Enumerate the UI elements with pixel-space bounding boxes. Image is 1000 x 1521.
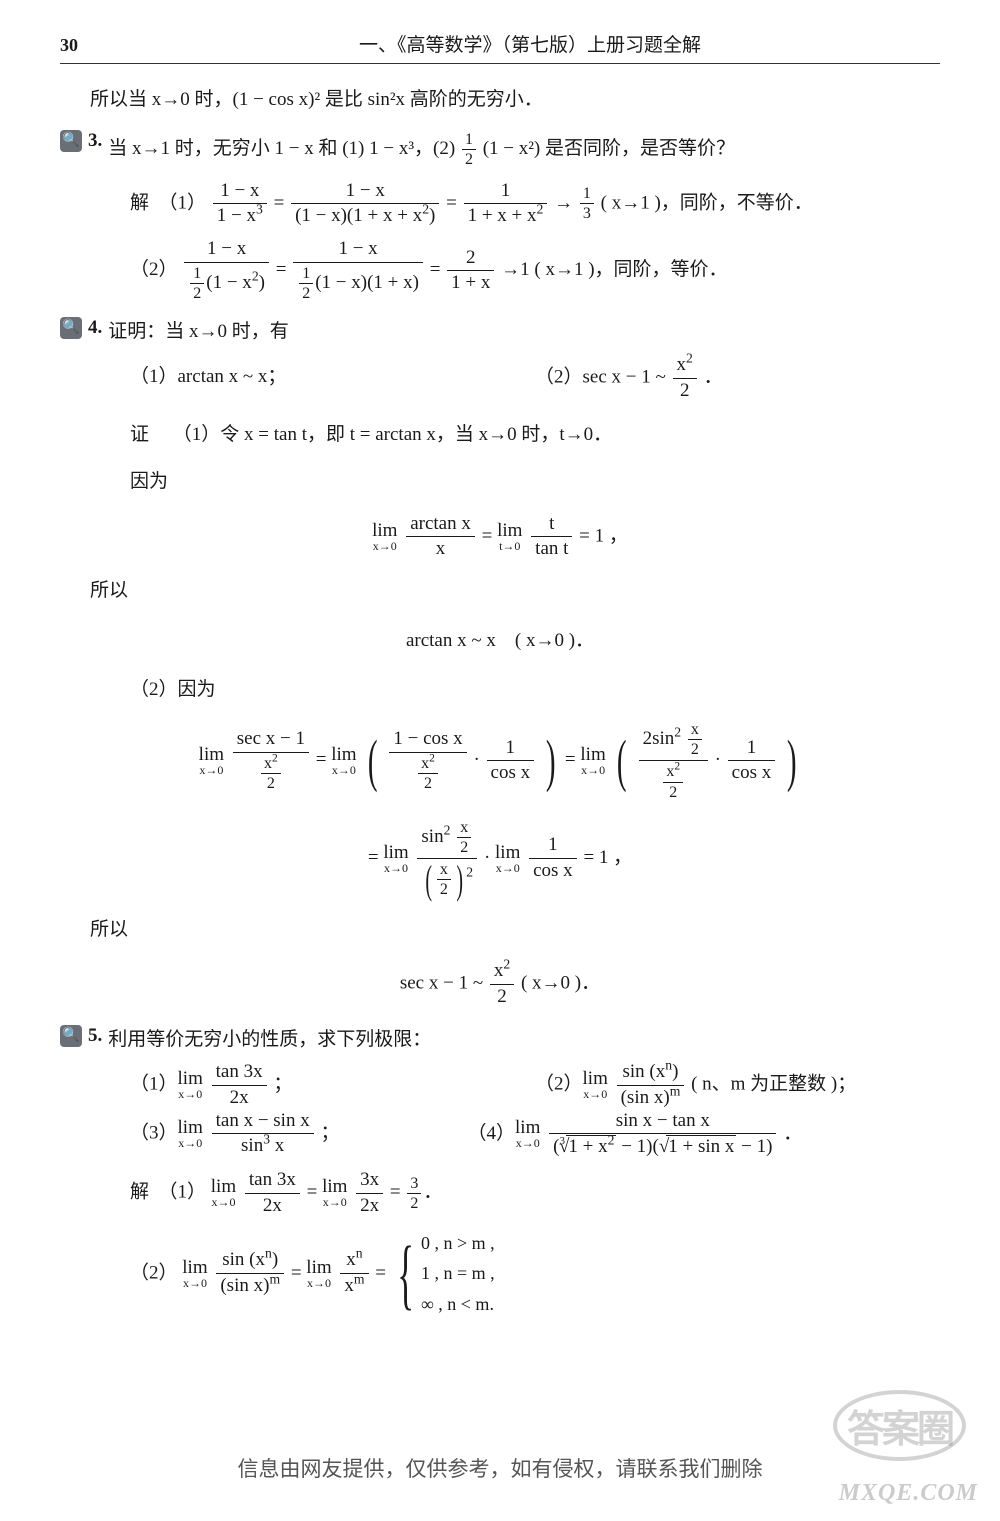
equation-4d: = limx→0 sin2 x2 (x2)2 · limx→0 1cos x =… [60,818,940,900]
watermark-url: MXQE.COM [839,1480,978,1507]
search-icon: 🔍 [60,317,82,339]
intro-text: 所以当 x→0 时，(1 − cos x)² 是比 sin²x 高阶的无穷小． [90,84,940,116]
item-5-3: （3）limx→0 tan x − sin xsin3 x ； [130,1110,468,1160]
problem-3: 🔍 3. 当 x→1 时，无穷小 1 − x 和 (1) 1 − x³，(2) … [60,130,940,169]
problem-text: 证明：当 x→0 时，有 [108,317,289,347]
page-header: 30 一、《高等数学》（第七版）上册习题全解 [60,30,940,64]
proof-text: （1）令 x = tan t，即 t = arctan x，当 x→0 时，t→… [173,424,612,445]
equation-4b: arctan x ~ x ( x→0 )． [60,622,940,660]
part2-text: （2）因为 [130,676,940,705]
search-icon: 🔍 [60,130,82,152]
q-text: 当 x→1 时，无穷小 1 − x 和 (1) 1 − x³，(2) [108,138,460,159]
suffix: ( n、m 为正整数 )； [691,1074,856,1095]
search-icon: 🔍 [60,1025,82,1047]
item-1: （1）arctan x ~ x； [130,354,535,403]
page-number: 30 [60,35,120,56]
sol-label: 解 [130,1182,149,1203]
solution-3-1: 解 （1） 1 − x1 − x3 = 1 − x(1 − x)(1 + x +… [130,180,940,229]
equation-4c: limx→0 sec x − 1 x22 = limx→0 ( 1 − cos … [60,720,940,802]
equation-4e: sec x − 1 ~ x22 ( x→0 )． [60,960,940,1009]
solution-5-1: 解 （1） limx→0 tan 3x2x = limx→0 3x2x = 32… [130,1169,940,1218]
problem-5-row2: （3）limx→0 tan x − sin xsin3 x ； （4）limx→… [130,1110,940,1160]
i2-post: ． [704,366,723,387]
equation-4a: limx→0 arctan xx = limt→0 ttan t = 1 ， [60,513,940,562]
so-text: 所以 [90,577,940,606]
problem-number: 3. [88,130,102,152]
problem-5-row1: （1）limx→0 tan 3x2x ； （2）limx→0 sin (xn)(… [130,1061,940,1110]
so-text-2: 所以 [90,916,940,945]
proof-label: 证 [130,424,149,445]
i2-pre: （2）sec x − 1 ~ [535,366,671,387]
problem-4-items: （1）arctan x ~ x； （2）sec x − 1 ~ x22 ． [130,354,940,403]
suffix: ； [273,1074,292,1095]
chapter-title: 一、《高等数学》（第七版）上册习题全解 [120,30,940,57]
problem-number: 4. [88,317,102,339]
suffix: ； [320,1122,339,1143]
solution-3-2: （2） 1 − x 12(1 − x2) = 1 − x 12(1 − x)(1… [130,238,940,303]
q-text: (1 − x²) 是否同阶，是否等价？ [483,138,735,159]
proof-4-1: 证 （1）令 x = tan t，即 t = arctan x，当 x→0 时，… [130,412,940,458]
because-text: 因为 [130,468,940,497]
tail-text: ( x→1 )，同阶，不等价． [601,192,813,213]
problem-number: 5. [88,1025,102,1047]
item-2: （2）sec x − 1 ~ x22 ． [535,354,940,403]
suffix: ． [783,1123,802,1144]
problem-text: 利用等价无穷小的性质，求下列极限： [108,1025,431,1055]
problem-text: 当 x→1 时，无穷小 1 − x 和 (1) 1 − x³，(2) 12 (1… [108,130,735,169]
watermark-logo: 答案圈 [833,1390,966,1461]
final-mid: ( x→0 )． [521,973,600,994]
tail-text: →1 ( x→1 )，同阶，等价． [501,259,727,280]
footer-disclaimer: 信息由网友提供，仅供参考，如有侵权，请联系我们删除 [0,1453,1000,1483]
sol-label: 解 [130,192,149,213]
item-5-2: （2）limx→0 sin (xn)(sin x)m ( n、m 为正整数 )； [535,1061,940,1110]
item-5-4: （4）limx→0 sin x − tan x (3√1 + x2 − 1)(√… [468,1110,941,1160]
solution-5-2: （2） limx→0 sin (xn)(sin x)m = limx→0 xnx… [130,1228,940,1320]
final-pre: sec x − 1 ~ [400,973,488,994]
item-5-1: （1）limx→0 tan 3x2x ； [130,1061,535,1110]
problem-5: 🔍 5. 利用等价无穷小的性质，求下列极限： [60,1025,940,1055]
problem-4: 🔍 4. 证明：当 x→0 时，有 [60,317,940,347]
